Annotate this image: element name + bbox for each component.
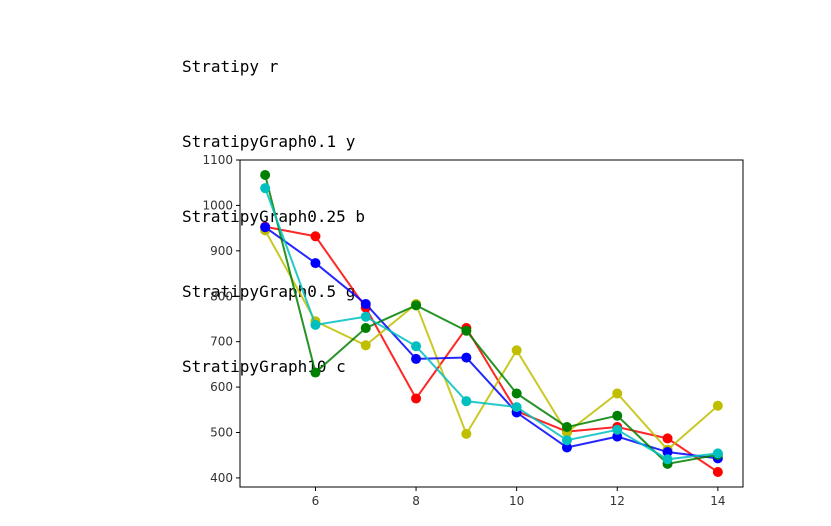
x-tick-label: 14 [710, 494, 725, 508]
series-line [264, 229, 719, 452]
series-0 [260, 221, 723, 478]
data-point [411, 353, 422, 364]
data-point [411, 341, 422, 352]
output-line: StratipyGraph0.25 b [182, 207, 366, 226]
data-point [360, 323, 371, 334]
data-point [260, 169, 271, 180]
data-point [612, 424, 623, 435]
data-point [260, 183, 271, 194]
data-point [561, 442, 572, 453]
data-point [561, 422, 572, 433]
data-point [310, 258, 321, 269]
data-point [310, 367, 321, 378]
data-point [310, 231, 321, 242]
y-tick-label: 400 [210, 471, 233, 485]
data-point [712, 448, 723, 459]
data-point [662, 447, 673, 458]
data-point [561, 435, 572, 446]
x-tick-label: 6 [312, 494, 320, 508]
data-point [612, 410, 623, 421]
series-2 [260, 222, 723, 464]
plot-frame [239, 159, 744, 488]
data-point [712, 400, 723, 411]
data-point [612, 388, 623, 399]
cell-output: Stratipy r StratipyGraph0.1 y StratipyGr… [182, 4, 365, 404]
data-point [411, 393, 422, 404]
x-tick-label: 8 [412, 494, 420, 508]
data-point [360, 298, 371, 309]
data-point [662, 433, 673, 444]
data-point [411, 300, 422, 311]
series-1 [260, 225, 723, 455]
series-line [264, 174, 719, 465]
data-point [360, 311, 371, 322]
data-point [360, 340, 371, 351]
series-3 [260, 169, 723, 469]
output-line: StratipyGraph10 c [182, 357, 346, 376]
data-point [461, 396, 472, 407]
data-point [310, 319, 321, 330]
x-tick-label: 10 [509, 494, 524, 508]
y-tick-label: 700 [210, 335, 233, 349]
y-tick-label: 1000 [202, 198, 233, 212]
y-tick-label: 600 [210, 380, 233, 394]
data-point [461, 352, 472, 363]
series-4 [260, 183, 723, 465]
y-tick-label: 900 [210, 244, 233, 258]
x-tick-label: 12 [610, 494, 625, 508]
data-point [662, 454, 673, 465]
y-tick-label: 1100 [202, 153, 233, 167]
y-tick-label: 500 [210, 426, 233, 440]
y-tick-label: 800 [210, 289, 233, 303]
data-point [260, 222, 271, 233]
data-point [511, 388, 522, 399]
data-point [511, 345, 522, 356]
data-point [461, 428, 472, 439]
data-point [511, 402, 522, 413]
output-line: StratipyGraph0.1 y [182, 132, 356, 151]
series-line [264, 225, 719, 473]
data-point [712, 467, 723, 478]
data-point [461, 325, 472, 336]
output-line: Stratipy r [182, 57, 279, 76]
series-line [264, 187, 718, 461]
